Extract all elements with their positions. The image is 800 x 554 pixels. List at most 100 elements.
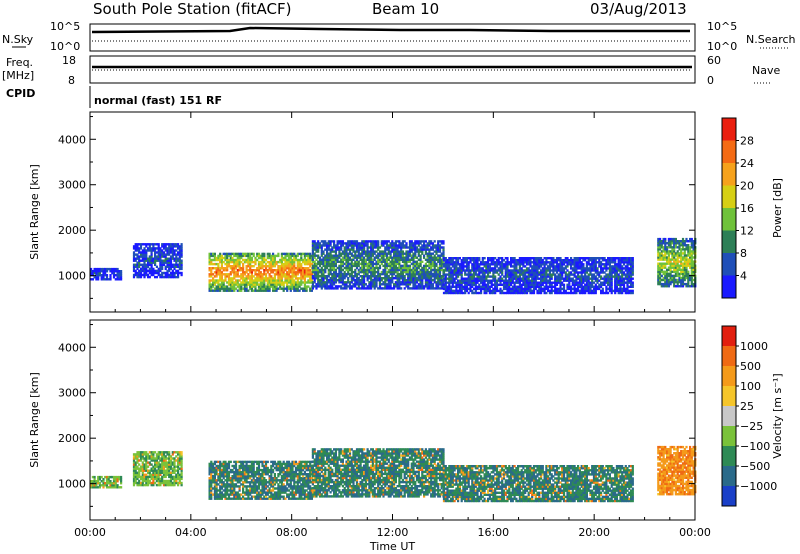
echo-cell: [136, 261, 139, 264]
echo-cell: [483, 271, 486, 274]
echo-cell: [511, 285, 514, 288]
echo-cell: [111, 270, 114, 273]
echo-cell: [410, 287, 413, 290]
echo-cell: [621, 283, 624, 286]
echo-cell: [415, 277, 419, 280]
echo-cell: [562, 269, 566, 272]
echo-cell: [421, 270, 424, 274]
echo-cell: [437, 285, 440, 288]
echo-cell: [628, 285, 631, 288]
echo-cell: [313, 266, 316, 270]
echo-cell: [474, 263, 477, 266]
echo-cell: [430, 268, 433, 272]
echo-cell: [263, 265, 266, 268]
echo-cell: [614, 283, 617, 286]
echo-cell: [277, 252, 280, 256]
echo-cell: [575, 263, 578, 266]
echo-cell: [331, 250, 334, 253]
echo-cell: [398, 244, 401, 247]
echo-cell: [525, 277, 529, 280]
echo-cell: [527, 279, 530, 282]
echo-cell: [403, 279, 406, 282]
echo-cell: [355, 246, 359, 249]
echo-cell: [596, 271, 599, 274]
echo-cell: [261, 256, 264, 260]
echo-cell: [614, 265, 617, 268]
echo-cell: [518, 269, 521, 272]
echo-cell: [384, 268, 387, 272]
echo-cell: [254, 277, 257, 280]
echo-cell: [169, 257, 173, 260]
echo-cell: [472, 273, 476, 276]
echo-cell: [164, 257, 167, 260]
echo-cell: [671, 262, 674, 265]
echo-cell: [226, 262, 229, 266]
echo-cell: [157, 253, 160, 256]
echo-cell: [377, 260, 380, 263]
echo-cell: [245, 252, 248, 256]
echo-cell: [373, 277, 376, 280]
echo-cell: [263, 269, 266, 272]
echo-cell: [175, 275, 178, 279]
echo-cell: [490, 261, 493, 264]
echo-cell: [621, 269, 624, 272]
echo-cell: [506, 257, 509, 260]
echo-cell: [683, 266, 686, 269]
echo-cell: [467, 277, 470, 280]
echo-cell: [607, 261, 610, 264]
echo-cell: [317, 268, 320, 272]
echo-cell: [226, 275, 229, 278]
echo-cell: [331, 264, 334, 268]
echo-cell: [465, 281, 469, 284]
echo-cell: [364, 275, 367, 278]
echo-cell: [289, 289, 292, 292]
echo-cell: [327, 272, 330, 276]
echo-cell: [275, 262, 278, 266]
echo-cell: [266, 256, 269, 260]
echo-cell: [628, 263, 631, 266]
echo-cell: [273, 275, 276, 278]
echo-cell: [368, 287, 371, 290]
echo-cell: [266, 289, 269, 292]
echo-cell: [577, 283, 580, 286]
echo-cell: [622, 279, 626, 282]
echo-cell: [173, 267, 176, 271]
echo-cell: [178, 271, 181, 275]
echo-cell: [277, 281, 280, 284]
echo-cell: [247, 289, 250, 292]
echo-cell: [293, 271, 296, 274]
echo-cell: [378, 258, 382, 261]
echo-cell: [370, 264, 373, 268]
echo-cell: [104, 272, 107, 275]
echo-cell: [159, 249, 162, 252]
echo-cell: [513, 259, 516, 262]
echo-cell: [467, 269, 470, 272]
echo-cell: [175, 253, 178, 256]
echo-cell: [541, 263, 544, 266]
echo-cell: [410, 275, 413, 278]
echo-cell: [242, 283, 245, 286]
echo-cell: [534, 273, 537, 276]
echo-cell: [628, 269, 631, 272]
echo-cell: [476, 257, 479, 260]
echo-cell: [350, 258, 353, 261]
echo-cell: [405, 283, 408, 286]
echo-cell: [664, 266, 667, 269]
echo-cell: [464, 261, 467, 264]
echo-cell: [382, 252, 385, 255]
echo-cell: [657, 282, 660, 286]
echo-cell: [617, 283, 620, 286]
echo-cell: [529, 269, 532, 272]
echo-cell: [148, 249, 151, 252]
echo-cell: [517, 287, 520, 291]
echo-cell: [320, 268, 323, 272]
echo-cell: [394, 262, 397, 266]
echo-cell: [421, 252, 424, 255]
echo-cell: [371, 246, 374, 249]
echo-cell: [382, 244, 385, 247]
echo-cell: [343, 246, 346, 249]
echo-cell: [474, 281, 477, 284]
echo-cell: [543, 257, 546, 260]
echo-cell: [294, 254, 298, 258]
echo-cell: [483, 261, 486, 264]
